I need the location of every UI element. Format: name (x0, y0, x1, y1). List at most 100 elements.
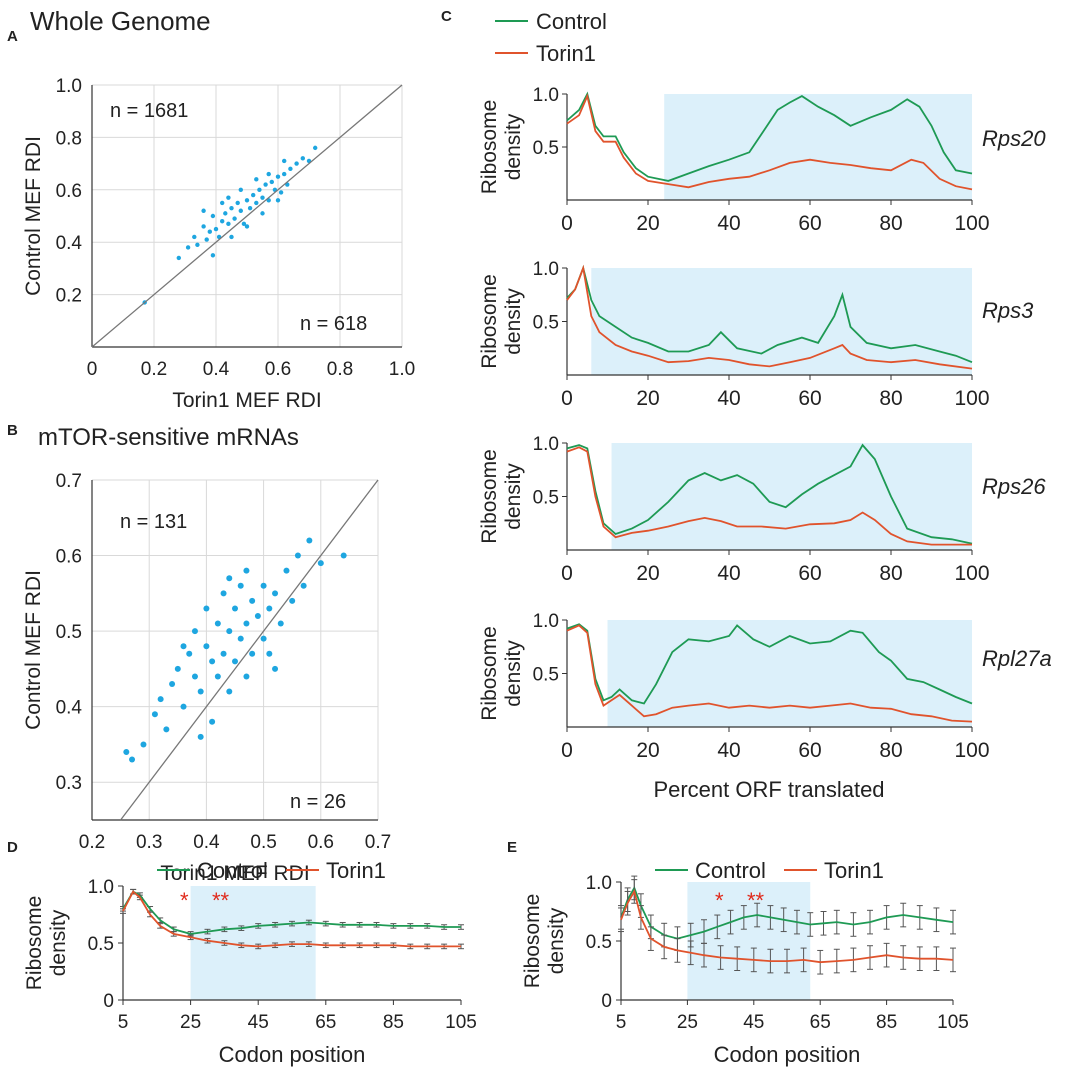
shaded-region (687, 882, 811, 1000)
data-point (294, 552, 301, 559)
data-point (192, 234, 197, 240)
significance-star: * (715, 888, 724, 913)
series-torin (620, 889, 954, 964)
x-tick-label: 0.5 (250, 832, 276, 853)
x-tick-label: 0 (561, 562, 573, 585)
data-point (266, 650, 273, 657)
data-point (272, 590, 279, 597)
panel-letter-D: D (7, 839, 18, 856)
n-label-upper: n = 1681 (110, 100, 188, 122)
data-point (220, 590, 227, 597)
series-torin (566, 93, 973, 191)
x-tick-label: 20 (636, 562, 659, 585)
data-point (266, 605, 273, 612)
data-point (176, 255, 181, 261)
panel-title-A: Whole Genome (30, 6, 211, 36)
x-tick-label: 105 (937, 1012, 969, 1033)
data-point (243, 620, 250, 627)
y-tick-label: 1.0 (533, 611, 559, 632)
x-tick-label: 60 (798, 562, 821, 585)
x-axis-label: Torin1 MEF RDI (160, 862, 309, 885)
y-tick-label: 0.5 (533, 313, 559, 334)
x-tick-label: 0 (561, 212, 573, 235)
significance-stars: ** (747, 888, 765, 913)
y-tick-label: 1.0 (88, 877, 114, 898)
series-control (566, 91, 973, 182)
x-tick-label: 100 (954, 387, 989, 410)
x-tick-label: 40 (717, 739, 740, 762)
y-tick-label: 0 (601, 991, 612, 1012)
data-point (209, 658, 216, 665)
x-tick-label: 100 (954, 212, 989, 235)
data-point (288, 166, 293, 172)
x-tick-label: 20 (636, 212, 659, 235)
x-tick-label: 60 (798, 387, 821, 410)
y-axis-label: Ribosome (23, 896, 46, 991)
legend-label-torin: Torin1 (536, 41, 596, 66)
data-point (272, 665, 279, 672)
data-point (243, 673, 250, 680)
x-tick-label: 0.2 (141, 359, 167, 380)
y-tick-label: 1.0 (56, 76, 82, 97)
data-point (201, 224, 206, 229)
data-point (213, 226, 219, 232)
data-point (226, 221, 231, 227)
data-point (229, 205, 234, 211)
x-tick-label: 0.3 (136, 832, 162, 853)
series-torin (122, 890, 461, 948)
data-point (201, 208, 206, 213)
data-point (210, 253, 216, 258)
data-point (186, 650, 193, 657)
data-point (294, 161, 299, 166)
gene-label: Rps3 (982, 298, 1034, 323)
data-point (226, 575, 233, 582)
shaded-region (190, 886, 316, 1000)
y-tick-label: 0.5 (533, 488, 559, 509)
data-point (275, 174, 281, 179)
x-axis-label: Codon position (219, 1042, 366, 1067)
x-tick-label: 45 (743, 1012, 764, 1033)
data-point (263, 182, 268, 187)
data-point (226, 628, 233, 635)
y-axis-label: density (502, 113, 525, 180)
x-tick-label: 0 (561, 739, 573, 762)
y-axis-label: density (502, 288, 525, 355)
data-point (220, 200, 225, 206)
data-point (229, 234, 234, 240)
x-tick-label: 1.0 (389, 359, 415, 380)
x-tick-label: 60 (798, 739, 821, 762)
data-point (251, 192, 256, 198)
legend-label-torin: Torin1 (326, 858, 386, 883)
data-point (282, 158, 287, 164)
data-point (195, 242, 200, 248)
x-tick-label: 25 (180, 1012, 201, 1033)
y-tick-label: 0.2 (56, 286, 82, 307)
data-point (123, 749, 130, 755)
data-point (244, 224, 250, 229)
x-tick-label: 0.2 (79, 832, 105, 853)
data-point (282, 171, 287, 177)
x-tick-label: 105 (445, 1012, 477, 1033)
y-axis-label: density (545, 907, 568, 974)
series-control (566, 623, 973, 705)
y-tick-label: 0.6 (56, 547, 82, 568)
data-point (220, 650, 227, 657)
series-control (566, 265, 973, 364)
data-point (254, 613, 261, 619)
y-tick-label: 0.4 (56, 698, 83, 719)
data-point (157, 696, 164, 703)
series-control (566, 443, 973, 545)
data-point (260, 211, 265, 216)
x-tick-label: 0.8 (327, 359, 353, 380)
x-tick-label: 45 (248, 1012, 269, 1033)
data-point (237, 635, 244, 642)
x-tick-label: 40 (717, 387, 740, 410)
y-tick-label: 0.6 (56, 181, 82, 202)
x-tick-label: 40 (717, 562, 740, 585)
x-tick-label: 100 (954, 739, 989, 762)
legend-label-torin: Torin1 (824, 858, 884, 883)
y-tick-label: 0.7 (56, 471, 82, 492)
x-axis-label: Torin1 MEF RDI (172, 389, 321, 412)
data-point (129, 756, 136, 763)
